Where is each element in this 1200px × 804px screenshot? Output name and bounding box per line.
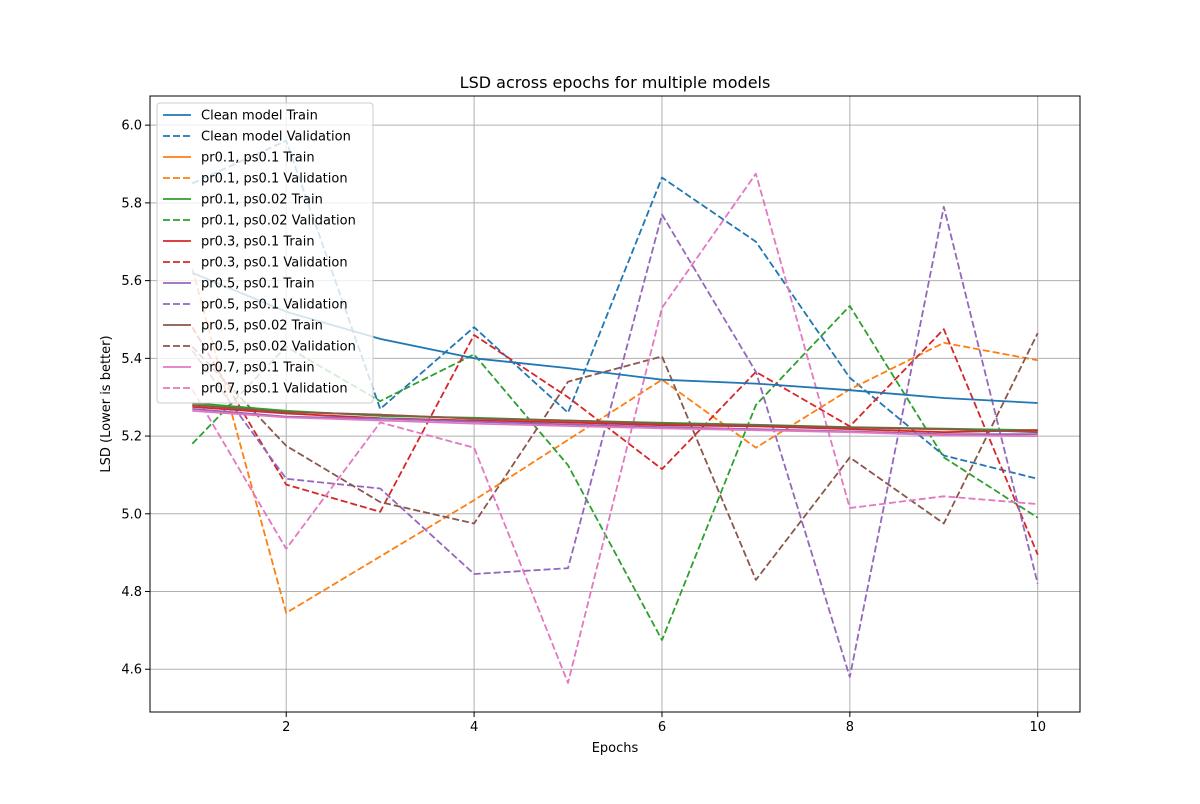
x-tick-label: 10	[1029, 720, 1046, 735]
series-line-10	[191, 205, 1039, 678]
legend-label: pr0.7, ps0.1 Train	[201, 361, 315, 376]
x-axis-label: Epochs	[592, 741, 639, 756]
chart-title: LSD across epochs for multiple models	[460, 73, 771, 92]
x-tick-label: 4	[470, 720, 478, 735]
legend-box	[156, 102, 374, 404]
legend-label: pr0.5, ps0.02 Train	[201, 319, 323, 334]
y-tick-label: 4.8	[121, 585, 142, 600]
x-tick-label: 2	[282, 720, 290, 735]
legend-label: pr0.3, ps0.1 Train	[201, 235, 315, 250]
series-line-13	[192, 409, 1038, 437]
legend: Clean model Train Clean model Validation p…	[156, 102, 374, 404]
legend-label: pr0.3, ps0.1 Validation	[201, 256, 348, 271]
legend-label: pr0.1, ps0.02 Train	[201, 193, 323, 208]
series-line-8	[191, 326, 1039, 555]
y-tick-label: 5.6	[121, 274, 142, 289]
legend-label: Clean model Validation	[201, 130, 351, 145]
y-axis-ticks: 4.6 4.8 5.0 5.2 5.4 5.6 5.8 6.0	[121, 119, 150, 678]
legend-label: pr0.5, ps0.1 Validation	[201, 298, 348, 313]
legend-label: pr0.7, ps0.1 Validation	[201, 382, 348, 397]
y-tick-label: 5.8	[121, 196, 142, 211]
y-tick-label: 5.2	[121, 430, 142, 445]
legend-label: pr0.1, ps0.02 Validation	[201, 214, 356, 229]
legend-label: pr0.5, ps0.1 Train	[201, 277, 315, 292]
series-line-14	[191, 172, 1038, 684]
grid	[150, 96, 1080, 712]
legend-label: pr0.5, ps0.02 Validation	[201, 340, 356, 355]
y-axis-label: LSD (Lower is better)	[99, 335, 114, 472]
legend-label: Clean model Train	[201, 109, 318, 124]
series-line-6	[191, 304, 1039, 641]
x-axis-ticks: 2 4 6 8 10	[282, 712, 1046, 735]
series-line-12	[191, 332, 1039, 581]
y-tick-label: 5.4	[121, 352, 142, 367]
series-line-4	[191, 268, 1038, 614]
legend-label: pr0.1, ps0.1 Validation	[201, 172, 348, 187]
series-line-9	[192, 408, 1038, 436]
plot-frame	[149, 95, 1081, 713]
series-line-11	[192, 404, 1038, 434]
x-tick-label: 6	[658, 720, 666, 735]
y-tick-label: 5.0	[121, 507, 142, 522]
x-tick-label: 8	[846, 720, 854, 735]
legend-label: pr0.1, ps0.1 Train	[201, 151, 315, 166]
y-tick-label: 4.6	[121, 663, 142, 678]
y-tick-label: 6.0	[121, 119, 142, 134]
series-line-7	[192, 406, 1038, 434]
